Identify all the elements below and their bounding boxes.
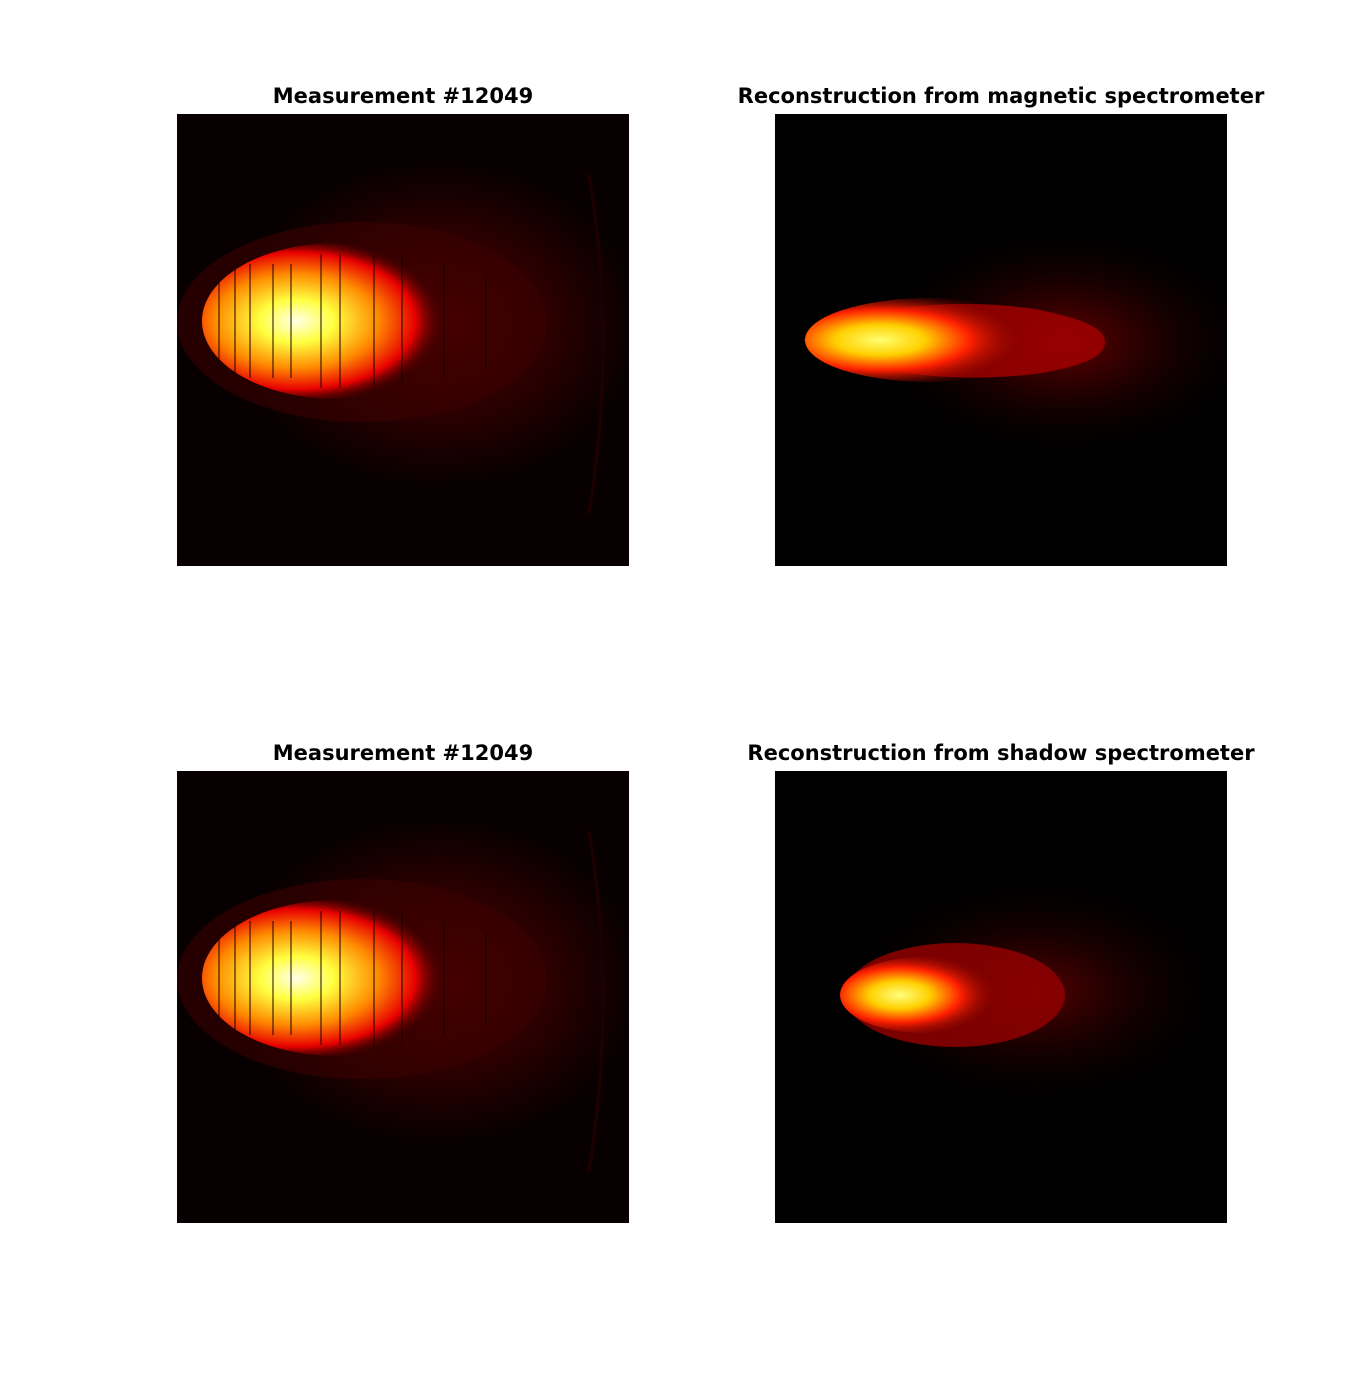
- measurement-image-bottom: [177, 771, 629, 1223]
- panel-title-measurement-top: Measurement #12049: [272, 84, 534, 108]
- panel-title-measurement-bottom: Measurement #12049: [272, 741, 534, 765]
- reconstruction-magnetic-beam: [775, 114, 1227, 566]
- reconstruction-magnetic-image: [775, 114, 1227, 566]
- panel-title-reconstruction-magnetic: Reconstruction from magnetic spectromete…: [737, 84, 1265, 108]
- panel-title-reconstruction-shadow: Reconstruction from shadow spectrometer: [747, 741, 1255, 765]
- measurement-beam-bottom: [177, 771, 629, 1223]
- reconstruction-shadow-image: [775, 771, 1227, 1223]
- measurement-beam-top: [177, 114, 629, 566]
- measurement-image-top: [177, 114, 629, 566]
- reconstruction-shadow-beam: [775, 771, 1227, 1223]
